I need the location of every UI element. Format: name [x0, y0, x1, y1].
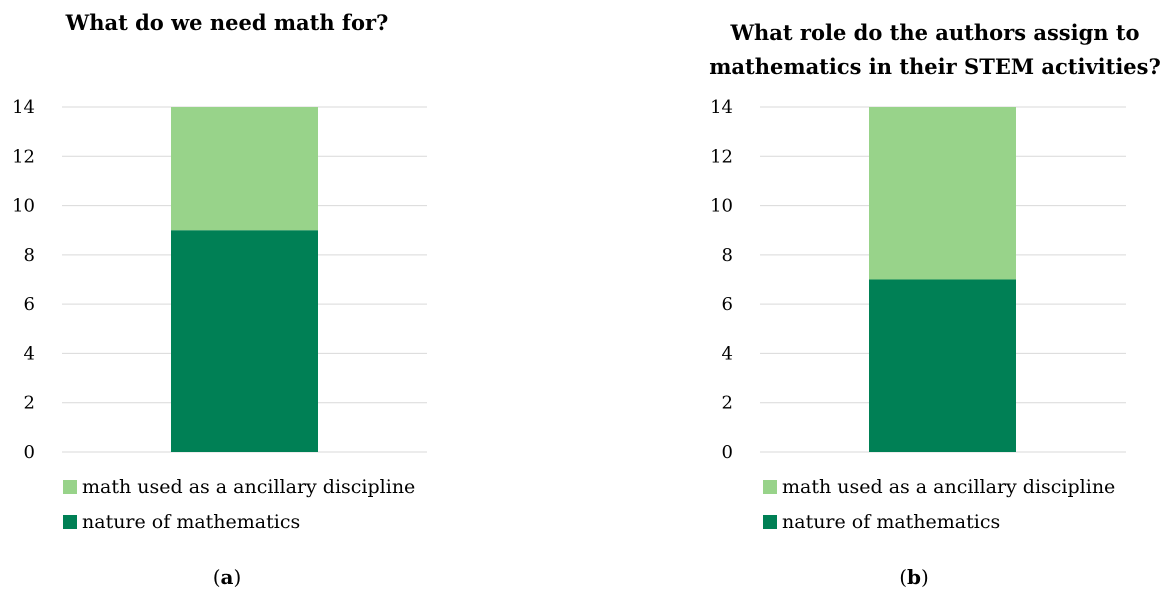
- y-tick-label: 8: [24, 245, 35, 266]
- chart-title: What role do the authors assign to: [729, 20, 1139, 45]
- bar-segment-ancillary: [869, 107, 1016, 280]
- legend-swatch: [63, 515, 77, 529]
- y-tick-label: 4: [722, 343, 733, 364]
- y-tick-label: 10: [710, 196, 733, 217]
- y-tick-label: 8: [722, 245, 733, 266]
- y-tick-label: 12: [710, 146, 733, 167]
- legend-swatch: [63, 480, 77, 494]
- bar-segment-nature: [171, 230, 318, 452]
- panel-caption: (b): [899, 565, 929, 589]
- legend-label: nature of mathematics: [782, 511, 1000, 533]
- legend-label: nature of mathematics: [82, 511, 300, 533]
- y-tick-label: 2: [24, 393, 35, 414]
- y-tick-label: 0: [24, 442, 35, 463]
- y-tick-label: 12: [12, 146, 35, 167]
- y-tick-label: 2: [722, 393, 733, 414]
- bar-segment-ancillary: [171, 107, 318, 231]
- y-tick-label: 6: [24, 294, 35, 315]
- y-tick-label: 0: [722, 442, 733, 463]
- y-tick-label: 6: [722, 294, 733, 315]
- y-tick-label: 14: [710, 97, 733, 118]
- y-tick-label: 10: [12, 196, 35, 217]
- chart-title: What do we need math for?: [65, 10, 389, 35]
- legend-label: math used as a ancillary discipline: [782, 476, 1115, 498]
- y-tick-label: 14: [12, 97, 35, 118]
- y-tick-label: 4: [24, 343, 35, 364]
- chart-a: What do we need math for? 0 2 4 6 8 10 12 14 math…: [12, 10, 427, 589]
- bar-segment-nature: [869, 279, 1016, 452]
- chart-title: mathematics in their STEM activities?: [709, 54, 1161, 79]
- legend-label: math used as a ancillary discipline: [82, 476, 415, 498]
- legend-swatch: [763, 480, 777, 494]
- chart-b: What role do the authors assign to mathem…: [709, 20, 1161, 589]
- panel-caption: (a): [213, 565, 242, 589]
- legend-swatch: [763, 515, 777, 529]
